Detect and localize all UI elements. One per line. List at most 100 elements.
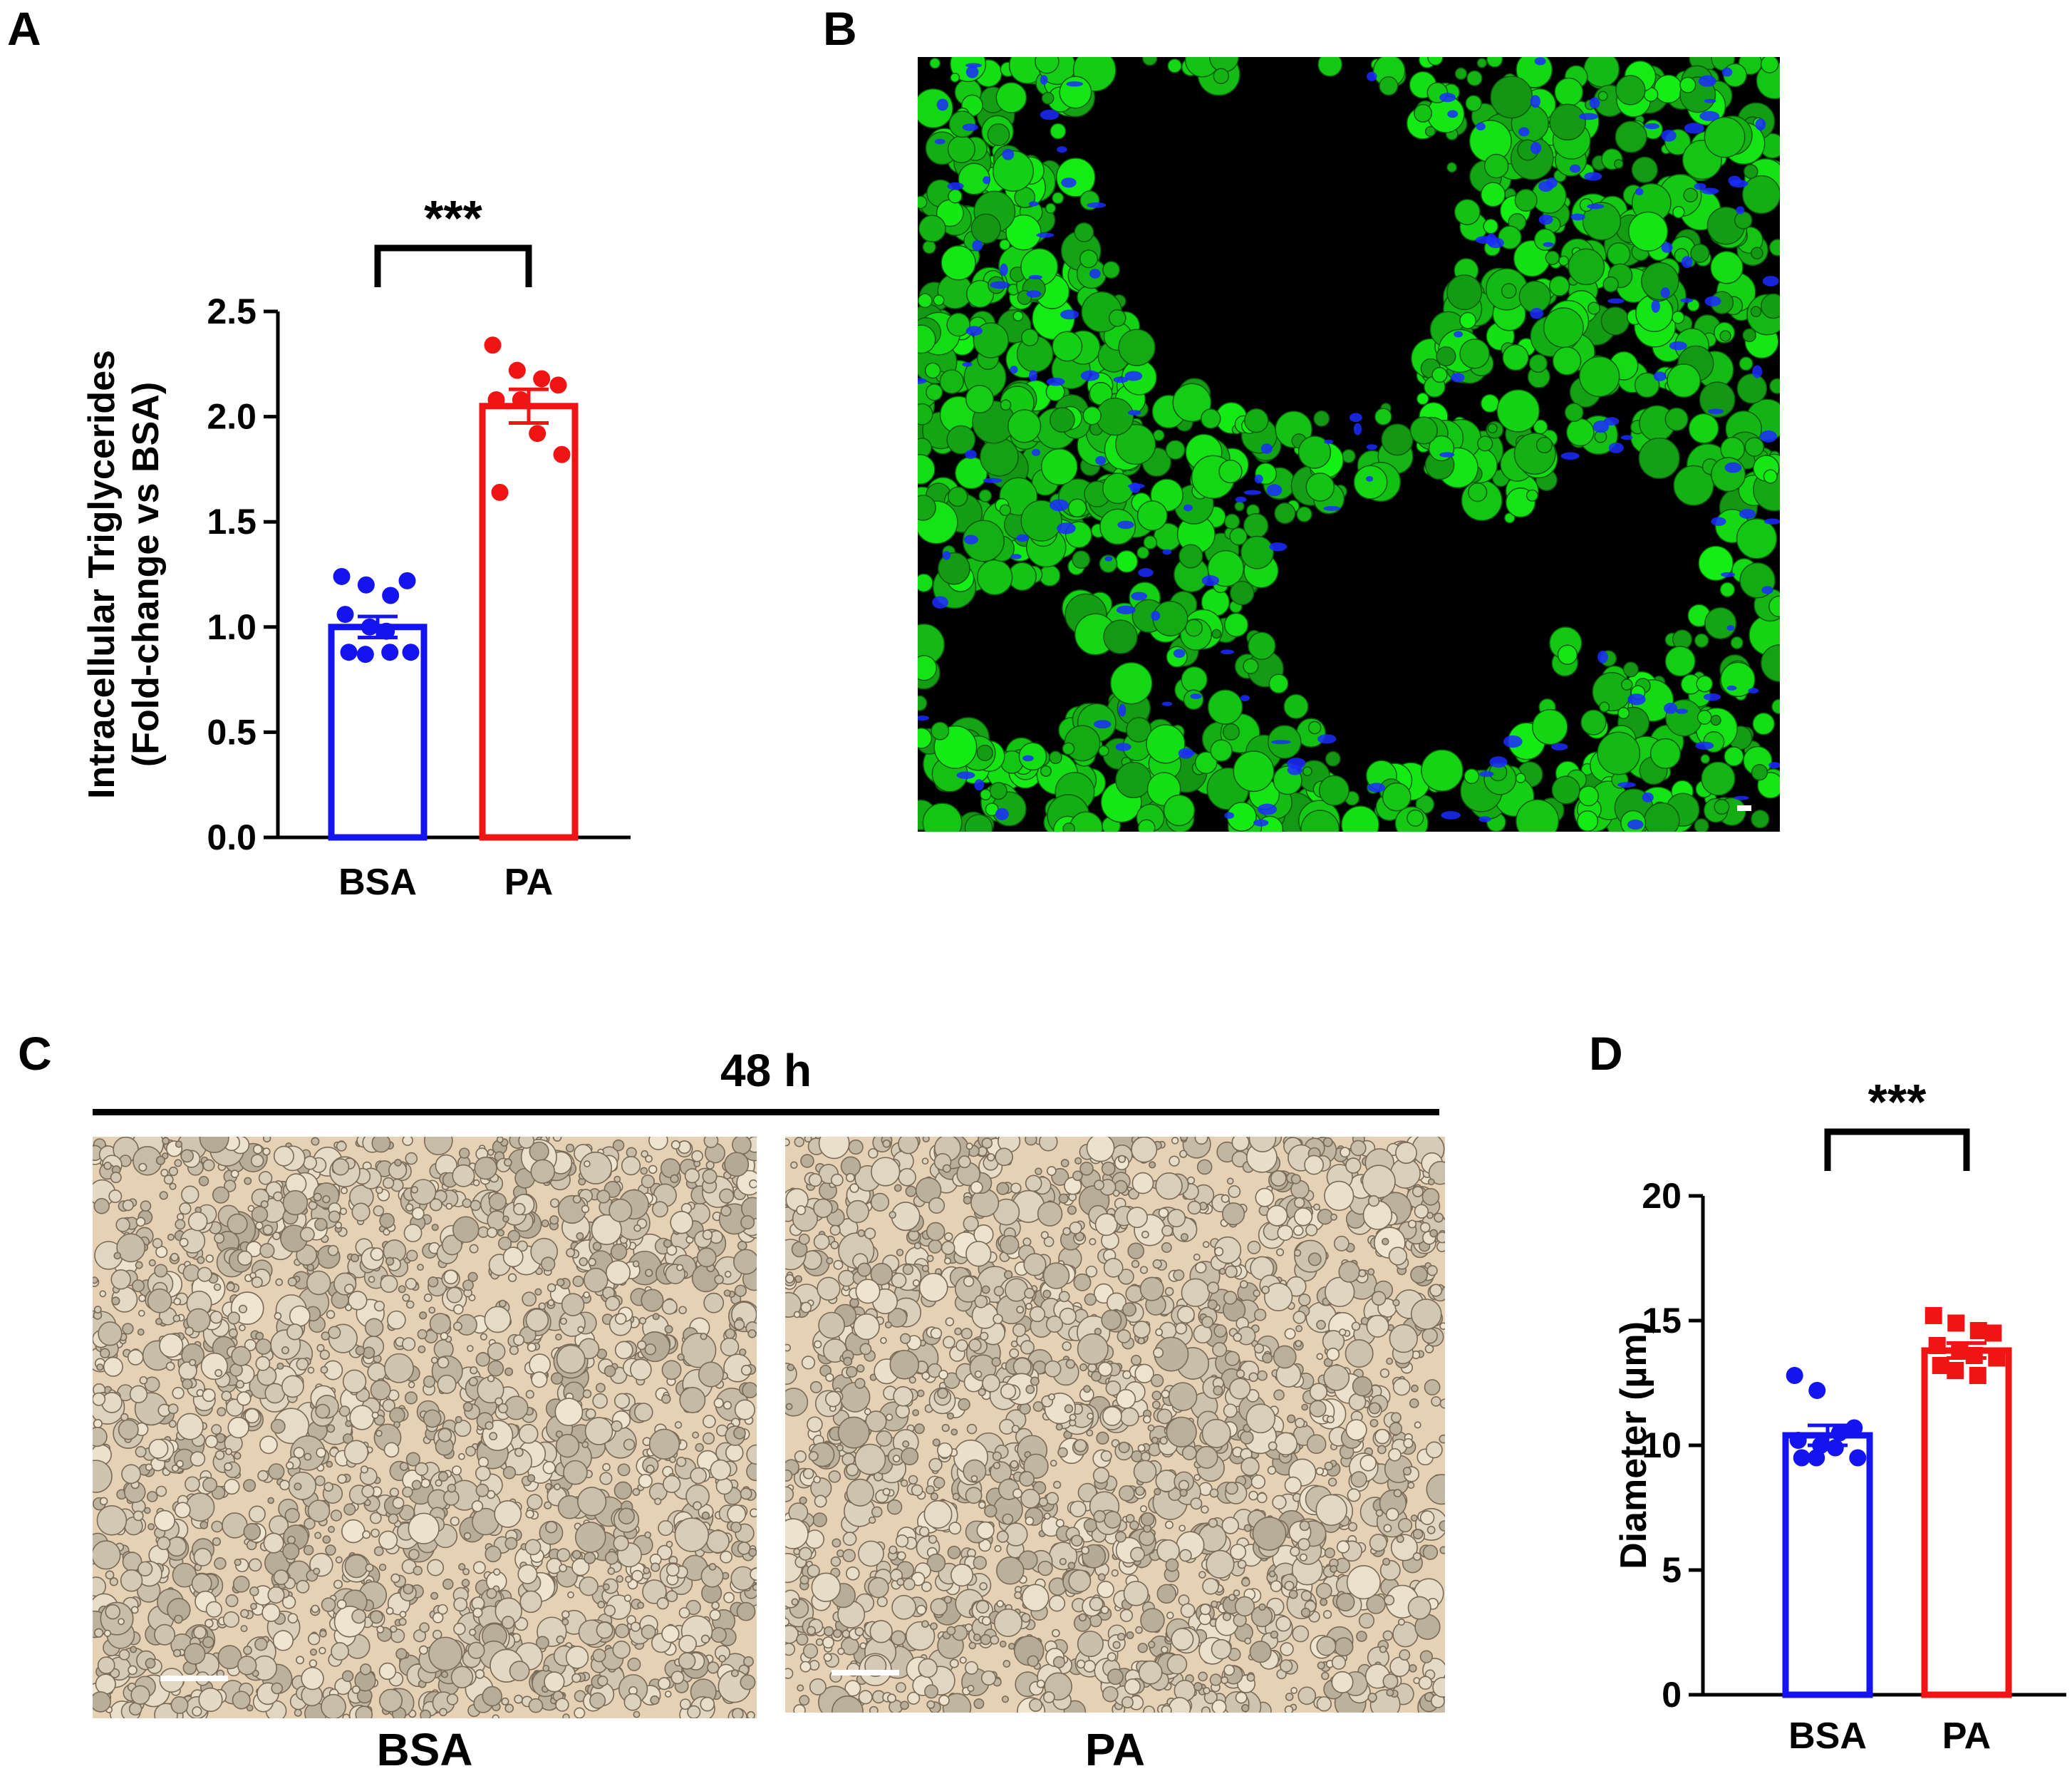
lipid-droplet [1115,549,1139,573]
droplet [109,1577,118,1586]
droplet [793,1311,801,1318]
data-point [402,644,420,661]
droplet [369,1512,382,1524]
droplet [1055,1519,1065,1528]
nucleus [1617,782,1636,788]
droplet [678,1607,690,1618]
droplet [294,1708,302,1717]
droplet [994,1544,1002,1553]
data-point [382,587,400,604]
nucleus [1451,373,1465,383]
droplet [550,1372,564,1385]
droplet [351,1609,366,1624]
droplet [1379,1368,1390,1378]
droplet [238,1304,248,1313]
droplet [713,1398,724,1408]
droplet [614,1341,633,1360]
droplet [630,1621,641,1632]
lipid-droplet [1067,498,1087,518]
lipid-droplet [1035,57,1060,74]
droplet [437,1374,457,1394]
nucleus [1660,287,1670,299]
droplet [314,1217,328,1232]
droplet [807,1564,820,1578]
lipid-droplet [924,362,941,379]
droplet [427,1559,445,1576]
droplet [818,1137,850,1160]
droplet [748,1548,757,1557]
droplet [749,1179,757,1189]
lipid-droplet [1597,91,1608,101]
droplet [388,1513,399,1524]
lipid-droplet [1644,802,1680,832]
droplet [504,1703,514,1713]
droplet [678,1140,692,1155]
lipid-droplet [1751,247,1763,260]
droplet [1257,1370,1268,1381]
lipid-droplet [1673,465,1714,506]
droplet [702,1229,713,1240]
nucleus [1124,371,1143,381]
droplet [336,1599,347,1609]
lipid-droplet [918,195,928,210]
lipid-droplet [1613,159,1624,169]
droplet [1009,1348,1020,1358]
droplet [651,1201,668,1218]
droplet [379,1688,403,1713]
droplet [204,1435,219,1448]
nucleus [1642,793,1654,802]
droplet [740,1674,756,1690]
droplet [138,1294,146,1302]
droplet [1211,1699,1227,1713]
droplet [1262,1353,1273,1364]
timepoint-line [93,1109,1439,1115]
droplet [576,1232,584,1240]
nucleus [965,63,983,68]
lipid-droplet [926,383,943,401]
droplet [167,1233,175,1241]
droplet [595,1383,606,1393]
droplet [1377,1445,1387,1455]
lipid-droplet [1551,775,1580,805]
droplet [198,1687,223,1713]
droplet [513,1202,526,1216]
droplet [267,1497,274,1504]
lipid-droplet [1480,182,1506,207]
droplet [316,1447,326,1458]
droplet [999,1234,1020,1255]
lipid-droplet [1487,423,1498,434]
droplet [1131,1172,1154,1194]
nucleus [1113,376,1129,383]
droplet [813,1198,833,1219]
droplet [408,1512,440,1544]
panel-letter-d: D [1589,1027,1623,1080]
droplet [469,1628,477,1636]
data-point [336,606,354,624]
droplet [447,1483,457,1493]
droplet [1284,1328,1296,1340]
brightfield-canvas-bsa [93,1137,757,1718]
droplet [322,1195,331,1204]
lipid-droplet [1580,709,1607,735]
lipid-droplet [1750,306,1762,318]
droplet [270,1418,286,1434]
droplet [111,1296,120,1306]
lipid-droplet [1313,410,1330,427]
lipid-droplet [1672,205,1685,219]
lipid-droplet [1671,311,1685,324]
lipid-droplet [1194,751,1218,775]
data-point [361,618,378,636]
droplet [222,1512,248,1539]
droplet [202,1477,218,1492]
droplet [1369,1418,1379,1427]
droplet [1152,1259,1162,1269]
droplet [113,1251,122,1260]
lipid-droplet [1050,123,1067,140]
droplet [579,1257,589,1266]
droplet [214,1232,225,1244]
droplet [176,1413,204,1440]
droplet [963,1196,972,1205]
droplet [135,1446,147,1458]
lipid-droplet [1694,633,1709,648]
droplet [944,1232,953,1241]
